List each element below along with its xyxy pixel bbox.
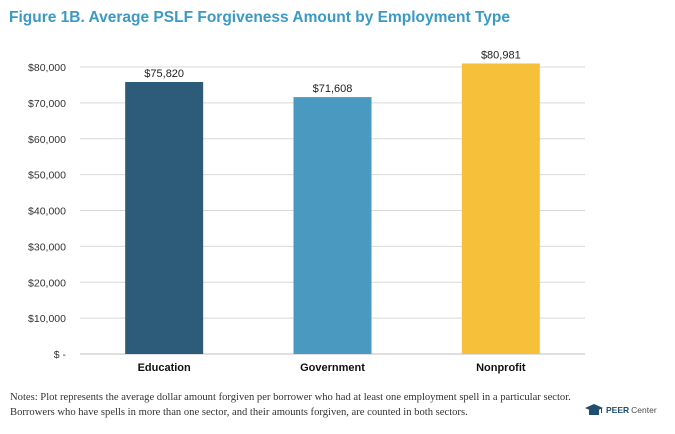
y-axis-ticks: $ - $10,000 $20,000 $30,000 $40,000 $50,000 $6… [28, 62, 66, 361]
y-tick-label: $80,000 [28, 62, 66, 74]
y-tick-label: $60,000 [28, 134, 66, 146]
data-labels: $75,820 $71,608 $80,981 [144, 49, 520, 95]
x-axis-ticks: Education Government Nonprofit [138, 362, 526, 374]
bar-nonprofit [461, 63, 540, 355]
data-label: $71,608 [313, 83, 353, 95]
y-tick-label: $10,000 [28, 313, 66, 325]
bars [125, 63, 540, 355]
y-tick-label: $30,000 [28, 241, 66, 253]
chart-notes: Notes: Plot represents the average dolla… [10, 392, 571, 418]
x-tick-label: Education [138, 362, 191, 374]
bar-chart: $ - $10,000 $20,000 $30,000 $40,000 $50,000 $6… [28, 49, 585, 374]
logo-text-light: Center [631, 405, 657, 415]
logo-text-bold: PEER [606, 405, 630, 415]
data-label: $80,981 [481, 49, 521, 61]
y-tick-label: $40,000 [28, 206, 66, 218]
bar-education [125, 81, 204, 354]
y-tick-label: $70,000 [28, 98, 66, 110]
y-tick-label: $50,000 [28, 170, 66, 182]
graduation-cap-icon [585, 404, 603, 415]
x-tick-label: Nonprofit [476, 362, 526, 374]
chart-title: Figure 1B. Average PSLF Forgiveness Amou… [9, 9, 510, 26]
x-tick-label: Government [300, 362, 365, 374]
bar-government [293, 97, 372, 355]
peer-center-logo: PEER Center [585, 404, 657, 416]
y-tick-label: $ - [54, 349, 67, 361]
data-label: $75,820 [144, 68, 184, 80]
y-tick-label: $20,000 [28, 277, 66, 289]
